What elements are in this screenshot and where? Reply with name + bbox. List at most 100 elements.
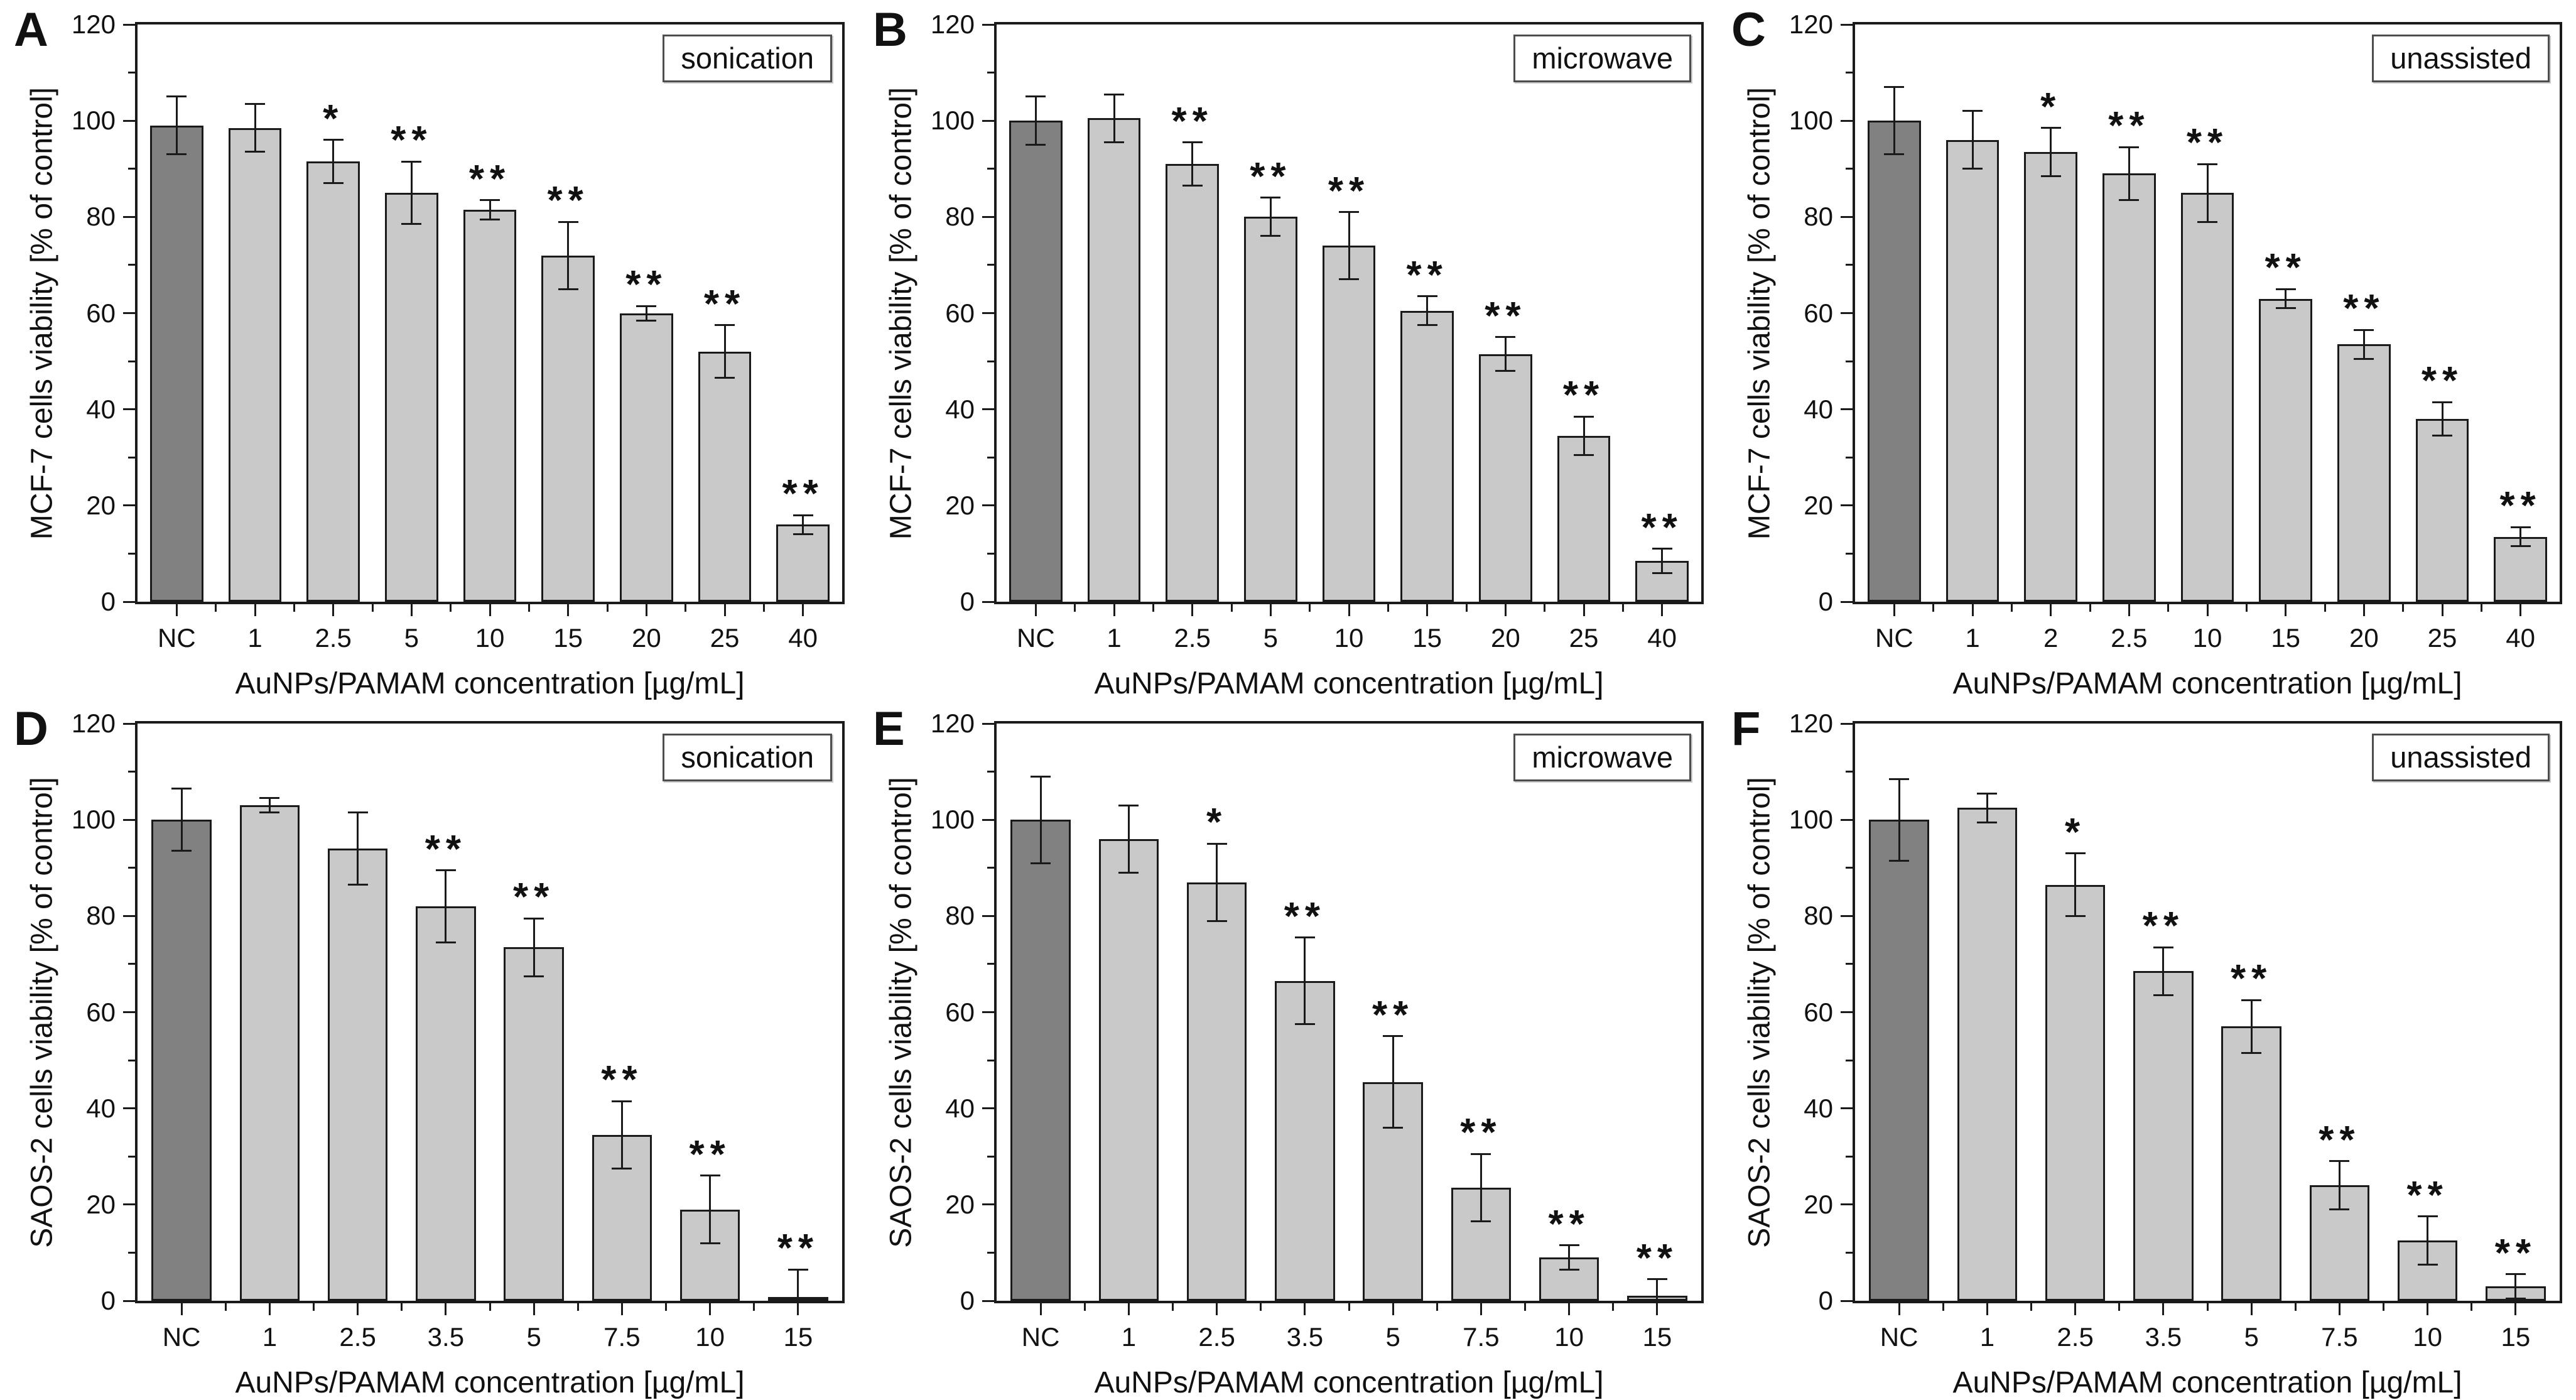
error-bar-cap-bottom (245, 151, 265, 153)
y-major-tick (982, 722, 994, 725)
x-minor-tick (1152, 604, 1154, 612)
error-bar-cap-bottom (1962, 168, 1983, 170)
significance-marker: ** (689, 1132, 731, 1176)
plot-area: unassisted SAOS-2 cells viability [% of … (1743, 709, 2562, 1399)
error-bar-line (2285, 289, 2287, 308)
error-bar-cap-top (1884, 86, 1905, 89)
y-tick-label: 120 (930, 9, 975, 39)
significance-marker: ** (1372, 993, 1414, 1037)
legend-box: sonication (663, 35, 832, 83)
error-bar-cap-bottom (2241, 1052, 2262, 1055)
error-bar-cap-bottom (1417, 324, 1437, 327)
x-tick-label: 3.5 (2145, 1322, 2182, 1352)
y-minor-tick (128, 360, 135, 362)
x-tick-label: 3.5 (1286, 1322, 1324, 1352)
error-bar-cap-bottom (480, 218, 500, 220)
x-minor-tick (1612, 1303, 1615, 1311)
x-tick-label: NC (1021, 1322, 1060, 1352)
error-bar-cap-top (1977, 792, 1998, 795)
bar (2415, 418, 2469, 602)
x-tick-label: 7.5 (1463, 1322, 1500, 1352)
y-minor-tick (1846, 963, 1853, 965)
x-major-tick (254, 604, 256, 616)
x-minor-tick (371, 604, 374, 612)
error-bar-line (1971, 111, 1974, 169)
error-bar-cap-top (1559, 1244, 1579, 1247)
legend-box: microwave (1513, 734, 1691, 782)
x-major-tick (1039, 1303, 1042, 1315)
x-major-tick (620, 1303, 623, 1315)
error-bar-cap-top (2119, 146, 2140, 148)
error-bar-line (1568, 1245, 1571, 1270)
error-bar-cap-top (1962, 110, 1983, 112)
x-tick-label: 1 (262, 1322, 278, 1352)
panel-a: A sonication MCF-7 cells viability [% of… (0, 0, 858, 700)
x-major-tick (1191, 604, 1194, 616)
x-major-tick (2519, 604, 2522, 616)
error-bar-line (2427, 1216, 2429, 1265)
y-major-tick (982, 312, 994, 314)
y-minor-tick (1846, 360, 1853, 362)
error-bar-line (1216, 844, 1218, 921)
bar (504, 947, 564, 1301)
y-minor-tick (1846, 264, 1853, 266)
bar (2337, 344, 2391, 602)
y-major-tick (982, 1203, 994, 1206)
y-major-tick (1841, 215, 1853, 218)
error-bar-cap-top (259, 797, 280, 800)
y-major-tick (982, 1300, 994, 1302)
y-tick-label: 60 (945, 997, 975, 1027)
x-minor-tick (2383, 1303, 2384, 1311)
error-bar-cap-bottom (401, 223, 422, 225)
x-major-tick (567, 604, 570, 616)
x-tick-label: 40 (788, 623, 818, 653)
significance-marker: ** (1328, 169, 1370, 213)
error-bar-line (1898, 779, 1900, 861)
bar-negative-control (149, 125, 203, 602)
x-tick-label: 15 (783, 1322, 813, 1352)
bar (541, 255, 595, 602)
significance-marker: ** (391, 119, 433, 163)
y-minor-tick (1846, 771, 1853, 773)
bar (1275, 980, 1335, 1301)
error-bar-line (1661, 548, 1664, 573)
error-bar-cap-bottom (2065, 914, 2086, 917)
y-tick-label: 100 (930, 106, 975, 136)
significance-marker: ** (2421, 359, 2464, 403)
x-tick-label: 10 (695, 1322, 725, 1352)
panel-letter: B (873, 3, 907, 57)
y-major-tick (982, 119, 994, 122)
y-major-tick (123, 312, 135, 314)
x-major-tick (1034, 604, 1037, 616)
bar (1957, 808, 2018, 1301)
error-bar-line (620, 1101, 623, 1169)
significance-marker: * (2040, 85, 2062, 129)
error-bar-line (489, 200, 491, 220)
y-major-tick (982, 215, 994, 218)
y-major-tick (982, 1011, 994, 1013)
error-bar-cap-top (401, 160, 422, 163)
plot-area: unassisted MCF-7 cells viability [% of c… (1743, 10, 2562, 700)
significance-marker: * (323, 97, 344, 141)
x-minor-tick (2470, 1303, 2473, 1311)
x-tick-label: 2.5 (1198, 1322, 1235, 1352)
error-bar-cap-bottom (1339, 278, 1359, 281)
error-bar-line (357, 812, 359, 885)
y-tick-label: 80 (1804, 202, 1833, 232)
error-bar-cap-top (2354, 328, 2374, 331)
y-major-tick (982, 600, 994, 603)
panel-letter: A (14, 3, 48, 57)
error-bar-line (1304, 937, 1306, 1024)
x-minor-tick (1465, 604, 1468, 612)
x-major-tick (2074, 1303, 2077, 1315)
bar (2221, 1026, 2281, 1301)
y-tick-label: 0 (1818, 587, 1833, 616)
significance-marker: ** (2494, 1231, 2536, 1275)
bar (228, 128, 282, 602)
error-bar-cap-top (480, 199, 500, 202)
error-bar-cap-bottom (1889, 859, 1910, 862)
significance-marker: ** (1636, 1236, 1678, 1280)
error-bar-line (268, 798, 271, 813)
x-tick-label: 1 (1965, 623, 1980, 653)
